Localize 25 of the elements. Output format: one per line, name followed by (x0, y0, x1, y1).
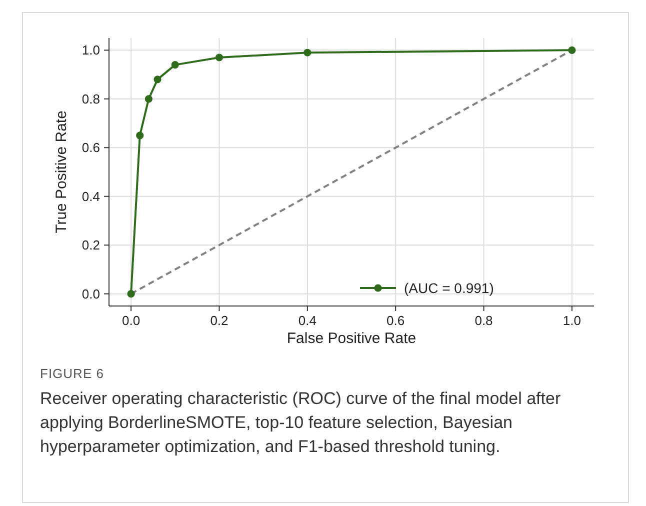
y-tick-label: 0.0 (82, 286, 100, 302)
x-axis-title: False Positive Rate (286, 330, 416, 347)
point (127, 290, 135, 298)
y-tick-label: 0.2 (82, 238, 100, 253)
point (304, 48, 312, 56)
x-tick-label: 0.4 (298, 313, 316, 328)
legend-label: (AUC = 0.991) (404, 280, 494, 296)
y-tick-label: 0.6 (82, 140, 100, 156)
x-tick-label: 1.0 (562, 313, 581, 328)
point (171, 61, 179, 69)
y-axis-title: True Positive Rate (53, 110, 70, 234)
x-tick-label: 0.0 (122, 313, 140, 328)
y-tick-label: 0.4 (82, 188, 100, 204)
x-tick-label: 0.6 (386, 313, 405, 328)
point (154, 76, 162, 84)
caption: FIGURE 6 (40, 366, 104, 381)
point (568, 46, 576, 54)
text: Receiver operating characteristic (ROC) curve of the final model after applying BorderlineSMOTE, top-10 feature selection, Bayesian hyperparameter optimization, and F1-based threshold tuning. (40, 389, 561, 456)
y-tick-label: 1.0 (82, 42, 100, 58)
point (144, 95, 152, 103)
x-tick-label: 0.2 (210, 313, 228, 328)
point (215, 54, 224, 62)
x-tick-label: 0.8 (474, 313, 493, 328)
point (136, 132, 144, 140)
y-tick-label: 0.8 (82, 91, 100, 106)
